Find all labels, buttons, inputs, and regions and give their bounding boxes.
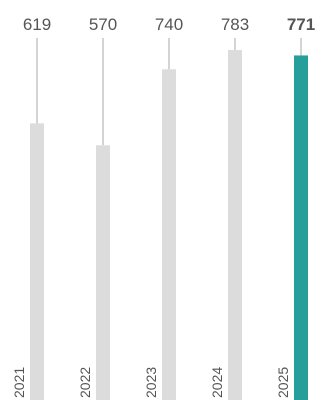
value-label-2024: 783 xyxy=(221,15,249,34)
year-label-2023: 2023 xyxy=(143,367,159,398)
value-label-2022: 570 xyxy=(89,15,117,34)
bar-2021 xyxy=(30,123,44,400)
bar-2024 xyxy=(228,50,242,400)
value-label-2023: 740 xyxy=(155,15,183,34)
bar-2023 xyxy=(162,69,176,400)
year-label-2025: 2025 xyxy=(275,367,291,398)
bar-2025 xyxy=(294,55,308,400)
value-label-2025: 771 xyxy=(287,15,315,34)
year-label-2022: 2022 xyxy=(77,367,93,398)
value-label-2021: 619 xyxy=(23,15,51,34)
year-label-2021: 2021 xyxy=(11,367,27,398)
year-label-2024: 2024 xyxy=(209,367,225,398)
bar-2022 xyxy=(96,145,110,400)
